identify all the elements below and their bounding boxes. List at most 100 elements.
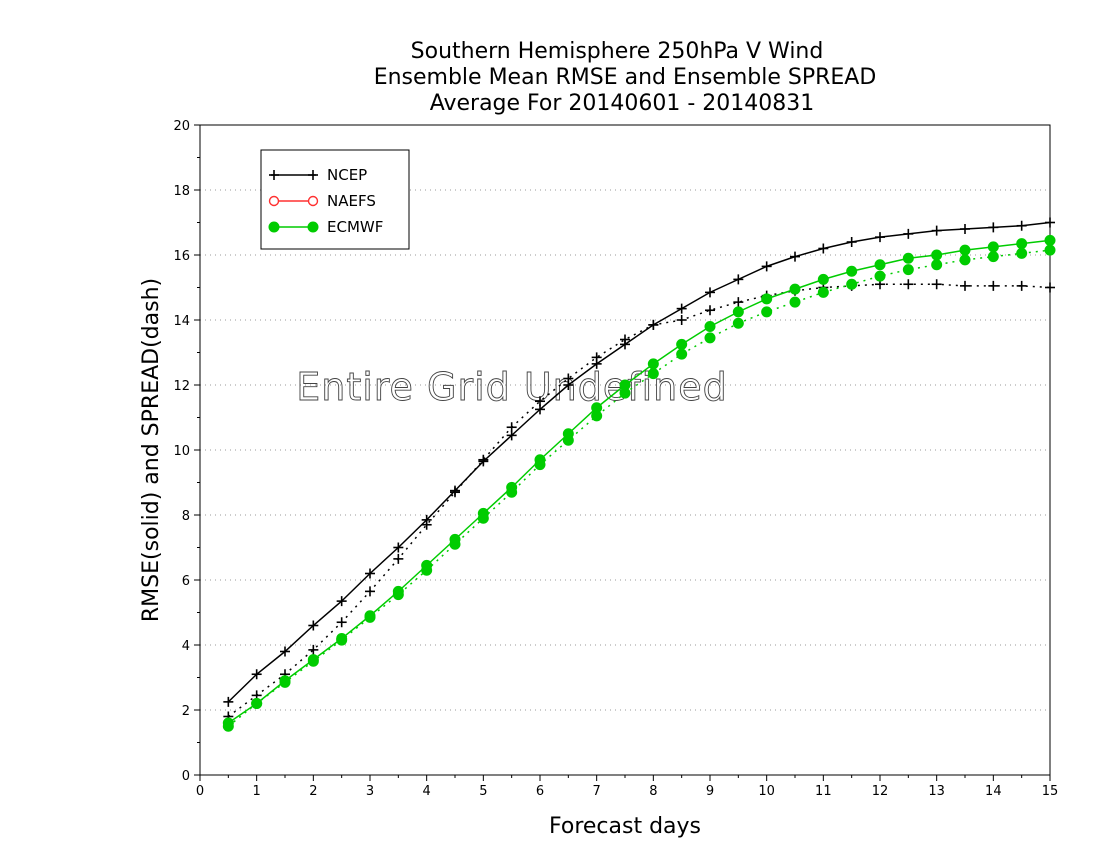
y-tick-label-6: 6 [182,574,190,589]
ncep-rmse-point [875,232,885,243]
ecmwf-spread-point [789,296,801,308]
ncep-rmse-point [365,568,375,579]
ecmwf-rmse-point [846,265,858,277]
ncep-spread-point [1016,280,1027,291]
ecmwf-rmse-point [477,507,489,519]
x-tick-label-9: 9 [706,784,714,799]
ncep-rmse-point [563,380,574,390]
ncep-rmse-point [478,456,489,467]
y-tick-label-8: 8 [182,509,190,524]
ncep-spread-point [308,644,319,655]
ecmwf-spread-point [959,254,971,266]
x-tick-label-4: 4 [423,784,431,799]
ecmwf-spread-point [732,317,744,329]
legend-label-ncep: NCEP [327,166,367,184]
x-tick-label-5: 5 [479,784,487,799]
legend-item-naefs: NAEFS [268,192,376,210]
ecmwf-rmse-point [647,358,659,370]
legend-label-naefs: NAEFS [327,192,376,210]
ncep-rmse-point [988,222,999,233]
legend-marker-naefs [307,195,319,207]
ncep-rmse-point [903,228,914,239]
ncep-rmse-point [280,646,290,657]
ecmwf-rmse-point [562,428,574,440]
ecmwf-rmse-point [251,698,263,709]
ncep-spread-point [393,553,404,564]
ecmwf-rmse-point [959,244,971,256]
ncep-spread-point [988,280,999,291]
ncep-rmse-point [1045,217,1055,228]
ncep-rmse-point [450,485,460,496]
ncep-spread-point [365,586,375,597]
y-tick-label-20: 20 [173,119,190,134]
ecmwf-rmse-point [591,402,603,414]
ncep-spread-point [733,297,744,308]
x-tick-label-2: 2 [309,784,317,799]
ncep-rmse-point [761,261,772,272]
legend-box [260,149,410,250]
y-tick-label-12: 12 [173,379,190,394]
ecmwf-rmse-point [817,273,829,285]
ncep-rmse-point [620,339,630,350]
ecmwf-rmse-point [307,654,319,666]
chart-title-line-2: Ensemble Mean RMSE and Ensemble SPREAD [374,65,877,90]
ecmwf-rmse-point [364,610,376,622]
y-tick-label-2: 2 [182,704,190,719]
ncep-rmse-point [251,669,262,680]
ncep-spread-point [903,279,914,290]
ecmwf-spread-point [1044,244,1056,256]
ecmwf-rmse-point [534,454,546,466]
ecmwf-rmse-point [676,338,688,350]
y-axis-label: RMSE(solid) and SPREAD(dash) [139,278,164,622]
ncep-spread-point [676,315,687,325]
ncep-rmse-point [818,243,829,254]
ecmwf-rmse-point [619,379,631,391]
chart-title-line-3: Average For 20140601 - 20140831 [430,91,815,116]
legend-marker-naefs [268,195,280,207]
x-tick-label-14: 14 [985,784,1002,799]
x-tick-label-13: 13 [928,784,945,799]
undefined-grid-annotation: Entire Grid Undefined [296,365,728,409]
x-tick-label-8: 8 [649,784,657,799]
legend-marker-ecmwf [307,221,319,233]
ncep-rmse-point [421,514,432,525]
legend-item-ncep: NCEP [269,166,367,184]
ecmwf-spread-point [987,251,999,263]
ecmwf-rmse-point [931,249,943,261]
chart-title-line-1: Southern Hemisphere 250hPa V Wind [411,39,824,64]
x-tick-label-10: 10 [758,784,775,799]
ncep-rmse-point [591,358,602,369]
ncep-rmse-point [308,620,319,631]
ncep-rmse-point [705,287,715,298]
y-tick-label-4: 4 [182,639,190,654]
y-tick-label-14: 14 [173,314,190,329]
ecmwf-rmse-point [761,293,773,305]
legend-item-ecmwf: ECMWF [268,218,383,236]
ecmwf-spread-point [874,270,886,282]
ecmwf-rmse-point [1016,238,1028,250]
ecmwf-spread-point [676,348,688,360]
ncep-rmse-point [676,303,687,314]
ecmwf-rmse-line [227,239,1051,724]
x-tick-label-7: 7 [593,784,601,799]
series-layer [222,217,1056,732]
y-tick-label-10: 10 [173,444,190,459]
ncep-rmse-point [535,404,545,415]
ncep-rmse-point [931,225,942,236]
ecmwf-spread-point [902,264,914,276]
ecmwf-rmse-point [874,259,886,271]
ncep-spread-point [336,617,347,628]
ecmwf-spread-point [647,368,659,380]
ncep-rmse-point [846,237,857,247]
ecmwf-rmse-point [421,559,433,571]
x-axis-label: Forecast days [549,814,701,839]
ncep-rmse-point [506,430,517,441]
y-tick-label-16: 16 [173,249,190,264]
x-tick-label-1: 1 [253,784,261,799]
ncep-spread-point [931,279,942,290]
ncep-rmse-point [336,596,347,607]
legend-marker-ncep [308,170,318,180]
ecmwf-spread-point [931,259,943,271]
legend-items: NCEP NAEFS ECMWF [268,166,383,236]
